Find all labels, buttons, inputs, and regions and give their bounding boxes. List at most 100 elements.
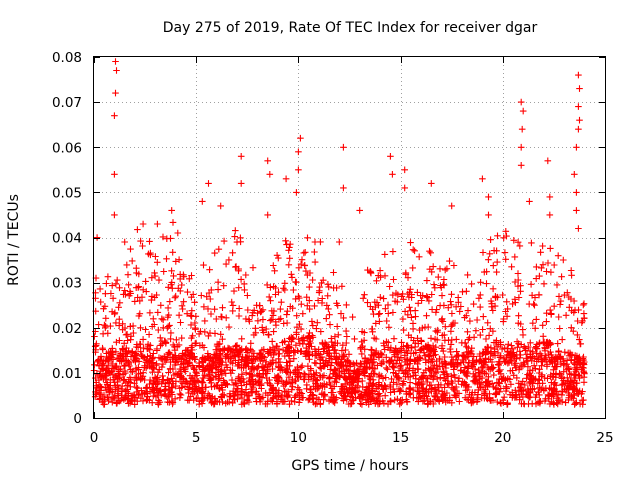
data-point xyxy=(285,341,292,349)
data-point xyxy=(198,397,205,405)
data-point xyxy=(425,297,433,305)
data-point xyxy=(429,263,437,270)
data-point xyxy=(494,232,501,240)
data-point xyxy=(157,354,165,362)
data-point xyxy=(502,256,509,263)
data-point xyxy=(184,288,191,296)
data-point xyxy=(574,356,582,364)
data-point xyxy=(217,202,224,210)
data-point xyxy=(294,347,301,354)
data-point xyxy=(468,344,475,352)
data-point xyxy=(346,381,354,389)
data-point xyxy=(485,373,492,381)
data-point xyxy=(133,264,140,272)
data-point xyxy=(109,348,116,356)
data-point xyxy=(142,359,150,366)
data-point xyxy=(497,339,504,346)
data-point xyxy=(150,379,157,387)
data-point xyxy=(511,253,519,261)
data-point xyxy=(463,396,471,403)
data-point xyxy=(404,342,411,349)
data-point xyxy=(102,324,109,332)
data-point xyxy=(268,316,275,323)
data-point xyxy=(135,358,143,365)
data-point xyxy=(524,357,532,364)
data-point xyxy=(304,271,311,279)
data-point xyxy=(272,318,279,326)
data-point xyxy=(158,315,166,323)
data-point xyxy=(516,242,524,250)
data-point xyxy=(484,344,492,351)
y-tick-label: 0 xyxy=(73,411,82,427)
data-point xyxy=(300,249,308,257)
data-point xyxy=(113,399,120,407)
data-point xyxy=(441,391,448,399)
data-point xyxy=(570,297,578,305)
data-point xyxy=(501,377,509,384)
data-point xyxy=(349,376,357,383)
data-point xyxy=(409,386,417,394)
data-point xyxy=(576,336,583,343)
data-point xyxy=(193,386,200,394)
data-point xyxy=(123,357,130,364)
data-point xyxy=(496,366,504,374)
data-point xyxy=(188,342,196,349)
data-point xyxy=(326,311,333,318)
data-point xyxy=(153,345,161,353)
x-tick-label: 10 xyxy=(290,430,307,446)
data-point xyxy=(483,268,490,275)
data-point xyxy=(238,335,245,343)
data-point xyxy=(254,317,262,325)
data-point xyxy=(105,367,112,375)
data-point xyxy=(529,319,537,327)
data-point xyxy=(151,272,159,280)
ticks-layer xyxy=(94,57,606,419)
y-tick-label: 0.08 xyxy=(52,50,82,66)
data-point xyxy=(107,322,114,330)
data-point xyxy=(342,346,349,354)
data-point xyxy=(221,346,228,353)
y-tick-label: 0.05 xyxy=(52,185,82,201)
data-point xyxy=(530,362,538,369)
data-point xyxy=(247,376,255,384)
data-point xyxy=(375,373,383,381)
data-point xyxy=(191,299,198,306)
data-point xyxy=(421,397,428,404)
data-point xyxy=(139,242,146,250)
data-point xyxy=(258,346,266,354)
data-point xyxy=(162,383,169,390)
data-point xyxy=(201,328,209,336)
data-point xyxy=(115,322,123,329)
data-point xyxy=(430,373,437,381)
data-point xyxy=(249,381,256,389)
data-point xyxy=(528,292,536,299)
data-point xyxy=(238,371,246,378)
data-point xyxy=(203,293,210,300)
data-point xyxy=(485,256,492,263)
data-point xyxy=(390,335,398,342)
data-point xyxy=(152,361,160,369)
data-point xyxy=(292,341,300,349)
data-point xyxy=(315,289,323,296)
data-point xyxy=(400,326,407,334)
data-point xyxy=(339,341,347,349)
data-point xyxy=(333,371,340,379)
data-point xyxy=(381,272,389,280)
data-point xyxy=(500,393,508,401)
data-point xyxy=(547,268,555,276)
data-point xyxy=(564,374,571,382)
data-point xyxy=(107,352,115,360)
data-point xyxy=(394,348,401,356)
data-point xyxy=(179,352,186,359)
data-point xyxy=(306,396,313,403)
data-point xyxy=(406,379,414,386)
data-point xyxy=(176,385,183,392)
data-point xyxy=(353,359,360,367)
data-point xyxy=(552,382,560,389)
data-point xyxy=(479,249,487,256)
data-point xyxy=(179,305,186,313)
data-point xyxy=(402,396,410,403)
data-point xyxy=(405,331,412,339)
data-point xyxy=(425,357,432,365)
data-point xyxy=(207,295,214,303)
